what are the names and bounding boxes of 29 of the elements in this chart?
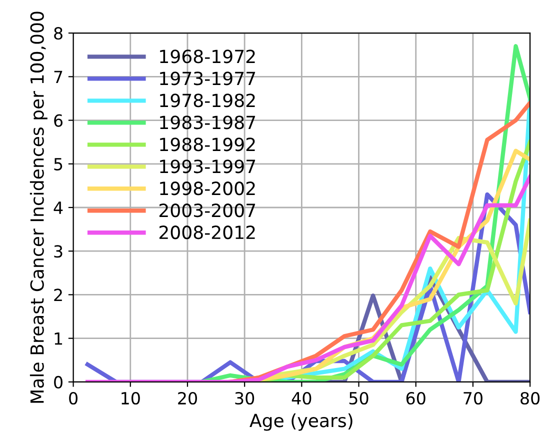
y-tick-label: 0 bbox=[54, 376, 62, 388]
y-tick-label: 1 bbox=[54, 332, 62, 345]
legend-label: 1978-1982 bbox=[160, 94, 255, 108]
legend-label: 1988-1992 bbox=[160, 138, 255, 152]
x-tick-label: 20 bbox=[178, 392, 197, 405]
x-axis-title: Age (years) bbox=[250, 413, 352, 431]
x-tick-label: 70 bbox=[464, 392, 482, 405]
y-tick-label: 4 bbox=[54, 202, 63, 214]
x-tick-label: 30 bbox=[235, 392, 254, 405]
legend-label: 1973-1977 bbox=[160, 72, 256, 86]
legend-label: 1968-1972 bbox=[160, 50, 255, 64]
x-tick-label: 60 bbox=[406, 392, 426, 405]
x-tick-label: 0 bbox=[69, 392, 78, 405]
legend-label: 1998-2002 bbox=[160, 182, 255, 196]
y-tick-label: 8 bbox=[54, 27, 62, 40]
y-tick-label: 3 bbox=[54, 245, 62, 258]
x-tick-label: 40 bbox=[292, 392, 312, 405]
x-tick-label: 10 bbox=[122, 392, 140, 405]
y-axis-title: Male Breast Cancer Incidences per 100,000 bbox=[30, 12, 48, 403]
y-tick-label: 7 bbox=[54, 70, 62, 83]
y-tick-label: 6 bbox=[54, 114, 63, 127]
y-tick-label: 5 bbox=[54, 158, 62, 170]
legend-label: 2003-2007 bbox=[159, 204, 256, 218]
y-tick-label: 2 bbox=[54, 288, 62, 302]
x-tick-label: 80 bbox=[520, 392, 540, 405]
legend-label: 1993-1997 bbox=[160, 160, 256, 174]
x-tick-label: 50 bbox=[349, 392, 368, 405]
legend-label: 1983-1987 bbox=[160, 116, 256, 130]
legend-label: 2008-2012 bbox=[159, 226, 255, 240]
